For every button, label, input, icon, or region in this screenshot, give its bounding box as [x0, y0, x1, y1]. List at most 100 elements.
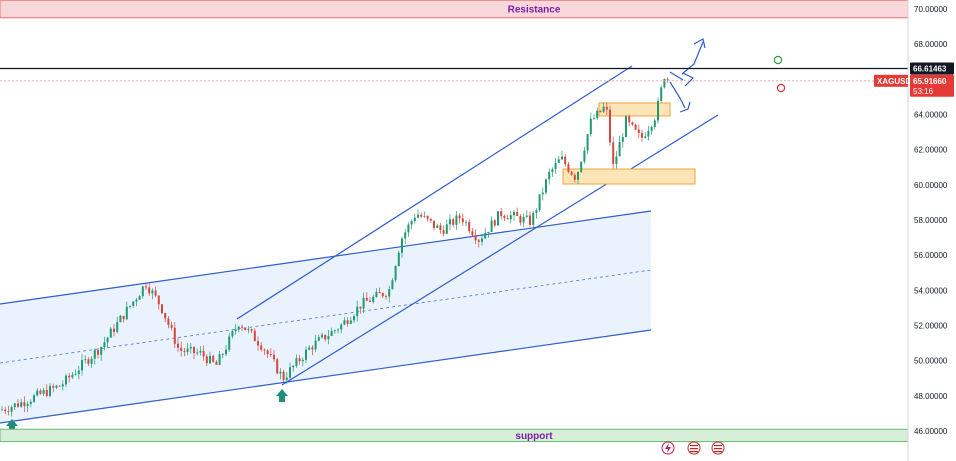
candle-body [122, 315, 125, 320]
candle-body [343, 320, 346, 325]
candle-body [596, 110, 599, 119]
candle-body [138, 296, 141, 300]
candle-body [577, 171, 579, 180]
demand-box-upper[interactable] [598, 102, 671, 117]
candle-body [81, 360, 83, 371]
candle-body [353, 316, 355, 321]
candle-body [42, 390, 45, 394]
candle-body [177, 343, 179, 348]
candle-body [490, 220, 493, 232]
candle-body [599, 110, 602, 112]
candle-body [167, 318, 170, 325]
candle-body [13, 403, 16, 408]
candle-body [500, 211, 503, 216]
us-flag-stripe [690, 445, 698, 447]
candle-body [10, 407, 13, 412]
candle-body [397, 252, 400, 267]
lightning-glyph [665, 443, 671, 453]
price-axis[interactable]: 46.00000 48.00000 50.00000 52.00000 54.00000… [874, 0, 956, 461]
candle-body [660, 87, 663, 101]
candle-body [228, 336, 231, 350]
candle-body [260, 345, 263, 350]
zone-support[interactable] [0, 428, 909, 443]
candle-body [330, 330, 333, 336]
candle-body [247, 329, 250, 331]
candle-body [602, 106, 605, 112]
candle-body [212, 355, 215, 362]
candle-body [493, 220, 496, 226]
small-arrow[interactable] [669, 71, 684, 81]
candle-body [420, 214, 423, 217]
wide-channel-lower-line[interactable] [0, 329, 652, 424]
candle-body [631, 122, 634, 125]
candle-body [282, 371, 285, 380]
stop-circle-red[interactable] [776, 83, 786, 93]
y-tick-label: 58.00000 [914, 216, 948, 225]
candle-body [100, 346, 103, 355]
steep-channel-upper-line[interactable] [236, 65, 633, 320]
candle-body [189, 346, 192, 349]
candle-body [215, 361, 218, 365]
target-circle-green[interactable] [773, 55, 783, 65]
y-tick-label: 60.00000 [914, 181, 948, 190]
steep-channel-lower-line[interactable] [281, 114, 719, 386]
bullish-arrow-head [693, 38, 706, 49]
demand-box-lower[interactable] [562, 168, 696, 185]
pullback-arrow[interactable] [669, 81, 686, 109]
candle-body [7, 411, 10, 412]
marked-level-tag [910, 62, 954, 75]
candle-body [116, 322, 119, 332]
candle-body [413, 217, 416, 222]
candle-body [394, 266, 397, 281]
candle-body [365, 297, 368, 301]
candle-body [410, 221, 413, 225]
candle-body [269, 353, 272, 355]
candle-body [33, 395, 35, 402]
us-flag-stripe [714, 448, 722, 450]
candle-body [618, 141, 621, 157]
candle-body [221, 354, 224, 355]
current-price-value: 65.91660 [913, 77, 947, 86]
candle-body [468, 221, 471, 232]
candle-body [561, 156, 563, 160]
candle-body [637, 129, 640, 133]
event-icons[interactable] [661, 441, 725, 455]
bullish-arrow[interactable] [681, 41, 704, 75]
current-price-tag [910, 74, 954, 97]
candle-body [20, 402, 23, 407]
us-flag-stripe [690, 451, 698, 453]
candle-body [372, 296, 375, 302]
candle-body [119, 315, 122, 323]
candle-body [58, 385, 61, 387]
pullback-arrow-head [679, 101, 691, 113]
candle-body [391, 280, 394, 290]
candle-body [455, 215, 458, 225]
candle-body [263, 349, 266, 351]
candle-body [29, 401, 32, 404]
candle-body [225, 349, 227, 355]
candle-body [362, 297, 365, 309]
candle-body [317, 337, 320, 341]
candle-body [84, 359, 87, 361]
wide-channel-midline[interactable] [0, 269, 652, 364]
us-flag-stripe [714, 451, 722, 453]
candle-body [250, 329, 253, 331]
zone-resistance[interactable] [0, 0, 909, 19]
candle-body [580, 161, 583, 172]
candle-body [65, 375, 67, 385]
wide-channel-upper-line[interactable] [0, 210, 652, 305]
candle-body [554, 162, 557, 170]
candle-body [196, 352, 199, 354]
candle-body [180, 347, 183, 351]
candle-body [305, 349, 307, 360]
candle-body [308, 347, 311, 350]
candles-layer [1, 77, 669, 417]
candle-body [125, 306, 128, 320]
us-flag-stripe [690, 448, 698, 450]
drawing-overlays[interactable] [0, 38, 786, 432]
y-tick-label: 46.00000 [914, 427, 948, 436]
candle-body [253, 330, 256, 342]
candle-body [257, 341, 259, 346]
candle-body [423, 215, 426, 217]
